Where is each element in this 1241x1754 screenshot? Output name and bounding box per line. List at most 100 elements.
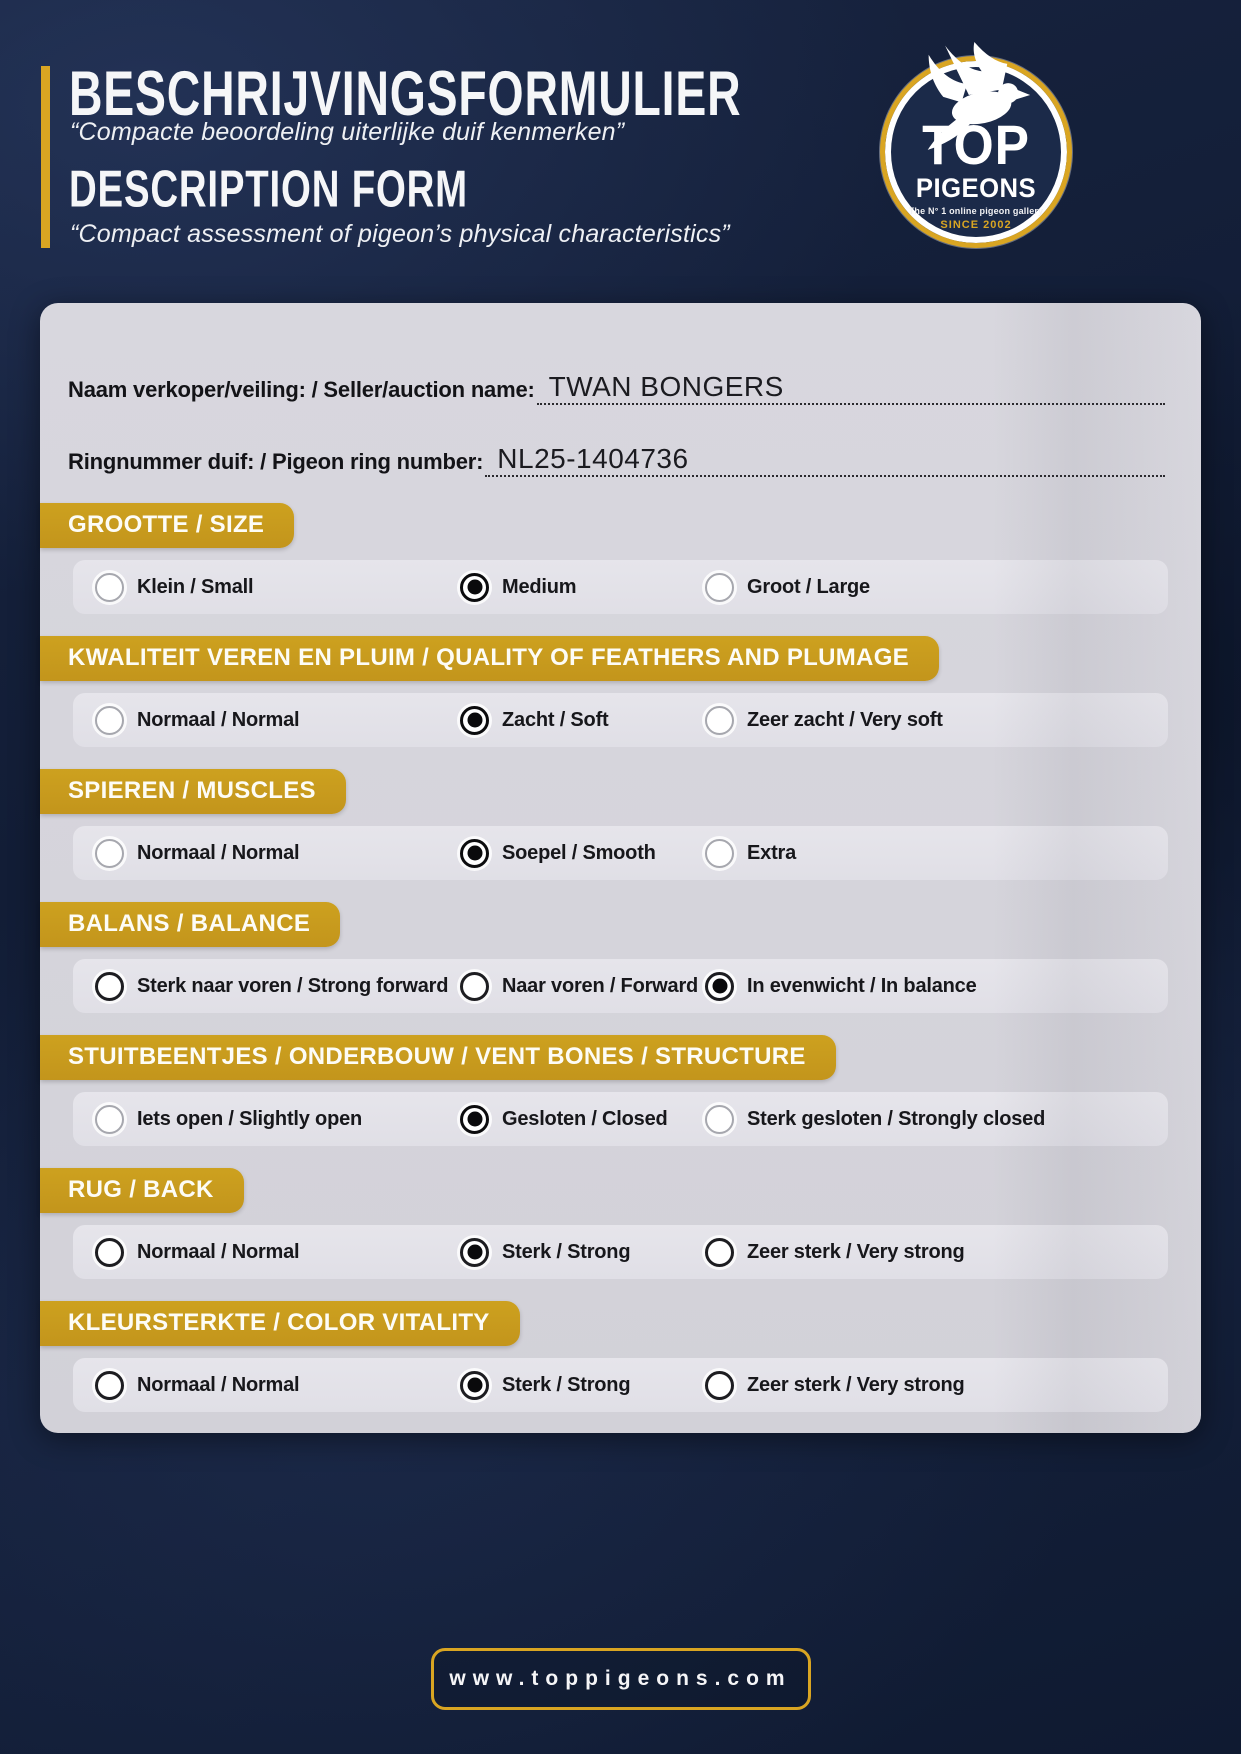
logo-since-badge: SINCE 2002 [940, 219, 1012, 231]
radio-label: Gesloten / Closed [502, 1107, 668, 1130]
radio-label: Sterk gesloten / Strongly closed [747, 1107, 1046, 1130]
radio-option[interactable]: Normaal / Normal [95, 705, 460, 735]
page-subtitle-dutch: “Compacte beoordeling uiterlijke duif ke… [70, 118, 625, 146]
radio-label: Normaal / Normal [137, 1240, 300, 1263]
radio-option[interactable]: Gesloten / Closed [460, 1104, 705, 1134]
radio-button[interactable] [460, 1237, 489, 1267]
radio-label: Naar voren / Forward [502, 974, 699, 997]
radio-button[interactable] [460, 1104, 489, 1134]
radio-button[interactable] [460, 705, 489, 735]
radio-button[interactable] [705, 971, 734, 1001]
logo-tagline: The N° 1 online pigeon gallery [908, 206, 1044, 216]
radio-button[interactable] [95, 1370, 124, 1400]
radio-option[interactable]: In evenwicht / In balance [705, 971, 1154, 1001]
radio-option[interactable]: Iets open / Slightly open [95, 1104, 460, 1134]
seller-name-field[interactable]: TWAN BONGERS [536, 371, 1165, 405]
form-fields: Naam verkoper/veiling: / Seller/auction … [40, 303, 1201, 477]
radio-button[interactable] [95, 1237, 124, 1267]
page-title-english: DESCRIPTION FORM [69, 161, 468, 219]
website-badge: www.toppigeons.com [430, 1648, 811, 1710]
options-row: Normaal / Normal Zacht / Soft Zeer zacht… [73, 693, 1168, 747]
radio-option[interactable]: Normaal / Normal [95, 838, 460, 868]
radio-option[interactable]: Zacht / Soft [460, 705, 705, 735]
radio-label: Medium [502, 575, 577, 598]
ring-number-field[interactable]: NL25-1404736 [485, 443, 1165, 477]
assessment-sections: GROOTTE / SIZE Klein / Small Medium Groo… [40, 503, 1201, 1412]
section-header: RUG / BACK [40, 1168, 244, 1213]
radio-option[interactable]: Klein / Small [95, 572, 460, 602]
section-header: KLEURSTERKTE / COLOR VITALITY [40, 1301, 520, 1346]
radio-button[interactable] [705, 1104, 734, 1134]
section-balance: BALANS / BALANCE Sterk naar voren / Stro… [40, 902, 1201, 1013]
logo-word-pigeons: PIGEONS [915, 173, 1037, 203]
radio-button[interactable] [95, 572, 124, 602]
section-header: GROOTTE / SIZE [40, 503, 295, 548]
radio-option[interactable]: Extra [705, 838, 1154, 868]
radio-button[interactable] [705, 1237, 734, 1267]
radio-button[interactable] [95, 971, 124, 1001]
radio-button[interactable] [95, 838, 124, 868]
radio-label: Zacht / Soft [502, 708, 609, 731]
options-row: Klein / Small Medium Groot / Large [73, 560, 1168, 614]
radio-option[interactable]: Sterk naar voren / Strong forward [95, 971, 460, 1001]
radio-button[interactable] [705, 1370, 734, 1400]
seller-name-label: Naam verkoper/veiling: / Seller/auction … [68, 377, 535, 402]
radio-option[interactable]: Normaal / Normal [95, 1370, 460, 1400]
radio-option[interactable]: Soepel / Smooth [460, 838, 705, 868]
ring-number-label: Ringnummer duif: / Pigeon ring number: [68, 449, 484, 474]
radio-option[interactable]: Sterk / Strong [460, 1237, 705, 1267]
radio-label: Iets open / Slightly open [137, 1107, 363, 1130]
radio-option[interactable]: Naar voren / Forward [460, 971, 705, 1001]
header-accent-bar [41, 66, 50, 248]
radio-option[interactable]: Sterk gesloten / Strongly closed [705, 1104, 1154, 1134]
section-header: BALANS / BALANCE [40, 902, 341, 947]
section-size: GROOTTE / SIZE Klein / Small Medium Groo… [40, 503, 1201, 614]
options-row: Normaal / Normal Sterk / Strong Zeer ste… [73, 1225, 1168, 1279]
radio-label: Soepel / Smooth [502, 841, 656, 864]
section-color-vitality: KLEURSTERKTE / COLOR VITALITY Normaal / … [40, 1301, 1201, 1412]
options-row: Sterk naar voren / Strong forward Naar v… [73, 959, 1168, 1013]
radio-option[interactable]: Groot / Large [705, 572, 1154, 602]
radio-button[interactable] [460, 971, 489, 1001]
options-row: Iets open / Slightly open Gesloten / Clo… [73, 1092, 1168, 1146]
radio-label: Zeer zacht / Very soft [747, 708, 943, 731]
radio-button[interactable] [95, 705, 124, 735]
radio-label: Klein / Small [137, 575, 254, 598]
options-row: Normaal / Normal Soepel / Smooth Extra [73, 826, 1168, 880]
logo-word-top: TOP [922, 113, 1030, 176]
radio-button[interactable] [705, 705, 734, 735]
radio-button[interactable] [460, 838, 489, 868]
seller-name-value: TWAN BONGERS [548, 371, 784, 403]
assessment-form-card: Naam verkoper/veiling: / Seller/auction … [40, 303, 1201, 1433]
radio-label: Zeer sterk / Very strong [747, 1373, 965, 1396]
radio-label: Zeer sterk / Very strong [747, 1240, 965, 1263]
section-header: STUITBEENTJES / ONDERBOUW / VENT BONES /… [40, 1035, 836, 1080]
ring-number-row: Ringnummer duif: / Pigeon ring number: N… [68, 431, 1165, 477]
radio-button[interactable] [95, 1104, 124, 1134]
radio-label: Normaal / Normal [137, 708, 300, 731]
section-header: SPIEREN / MUSCLES [40, 769, 346, 814]
website-link[interactable]: www.toppigeons.com [449, 1667, 792, 1690]
radio-option[interactable]: Zeer sterk / Very strong [705, 1370, 1154, 1400]
radio-label: Sterk / Strong [502, 1373, 631, 1396]
radio-option[interactable]: Sterk / Strong [460, 1370, 705, 1400]
top-pigeons-logo: TOP PIGEONS The N° 1 online pigeon galle… [880, 41, 1072, 248]
section-header: KWALITEIT VEREN EN PLUIM / QUALITY OF FE… [40, 636, 939, 681]
radio-option[interactable]: Zeer zacht / Very soft [705, 705, 1154, 735]
radio-label: Extra [747, 841, 797, 864]
ring-number-value: NL25-1404736 [497, 443, 689, 475]
seller-name-row: Naam verkoper/veiling: / Seller/auction … [68, 359, 1165, 405]
radio-option[interactable]: Normaal / Normal [95, 1237, 460, 1267]
section-back: RUG / BACK Normaal / Normal Sterk / Stro… [40, 1168, 1201, 1279]
radio-button[interactable] [460, 1370, 489, 1400]
radio-button[interactable] [460, 572, 489, 602]
radio-label: Groot / Large [747, 575, 870, 598]
radio-option[interactable]: Zeer sterk / Very strong [705, 1237, 1154, 1267]
radio-button[interactable] [705, 572, 734, 602]
radio-label: In evenwicht / In balance [747, 974, 977, 997]
radio-option[interactable]: Medium [460, 572, 705, 602]
radio-label: Normaal / Normal [137, 1373, 300, 1396]
radio-label: Sterk naar voren / Strong forward [137, 974, 449, 997]
radio-button[interactable] [705, 838, 734, 868]
radio-label: Normaal / Normal [137, 841, 300, 864]
